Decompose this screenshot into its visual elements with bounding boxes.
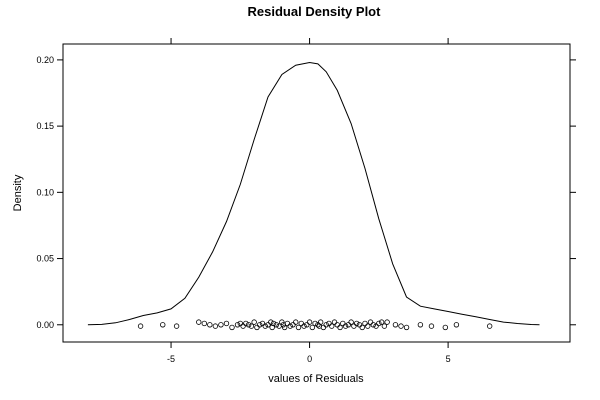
residual-point: [265, 322, 271, 328]
x-tick-label: 5: [446, 354, 451, 364]
residual-point: [212, 323, 219, 329]
residual-point: [257, 322, 263, 328]
residual-point: [309, 324, 316, 331]
residual-point: [329, 323, 335, 329]
residual-point: [381, 323, 388, 329]
y-axis-label: Density: [12, 174, 24, 211]
residual-point: [417, 322, 424, 328]
residual-point: [367, 319, 374, 325]
residual-point: [392, 322, 399, 328]
residual-point: [340, 320, 346, 327]
residual-point: [281, 324, 288, 331]
residual-point: [279, 319, 285, 325]
residual-point: [334, 322, 340, 328]
residual-point: [262, 323, 268, 329]
residual-point: [293, 319, 299, 325]
residual-point: [428, 323, 435, 329]
residual-point: [270, 320, 277, 327]
residual-point: [284, 320, 291, 327]
residual-point: [295, 324, 302, 331]
residual-point: [240, 323, 246, 329]
residual-point: [196, 319, 202, 325]
residual-point: [268, 319, 274, 325]
residual-point: [223, 320, 230, 327]
y-tick-label: 0.10: [36, 187, 54, 197]
residual-point: [218, 322, 224, 328]
residual-point: [287, 323, 293, 329]
rug-points-layer: [137, 319, 493, 331]
residual-point: [160, 322, 166, 328]
residual-point: [304, 322, 310, 328]
residual-point: [173, 323, 180, 329]
residual-point: [442, 324, 449, 331]
residual-point: [251, 319, 257, 325]
residual-point: [254, 324, 260, 331]
residual-point: [312, 320, 318, 327]
y-tick-label: 0.05: [36, 254, 54, 264]
residual-point: [398, 323, 404, 329]
y-tick-label: 0.00: [36, 320, 54, 330]
density-curve-line: [87, 61, 540, 326]
residual-point: [359, 324, 365, 331]
chart-title: Residual Density Plot: [248, 4, 382, 19]
x-tick-label: -5: [167, 354, 175, 364]
residual-point: [362, 320, 368, 327]
residual-point: [301, 323, 307, 329]
y-tick-label: 0.20: [36, 55, 54, 65]
x-axis: -5 0 5: [167, 38, 451, 364]
residual-point: [370, 322, 376, 328]
residual-point: [345, 322, 352, 328]
residual-point: [234, 322, 241, 328]
residual-point: [201, 320, 207, 327]
residual-point: [342, 323, 349, 329]
plot-frame: [62, 43, 571, 343]
residual-point: [326, 320, 332, 327]
residual-point: [353, 320, 360, 327]
residual-point: [378, 319, 385, 325]
residual-point: [365, 323, 371, 329]
residual-point: [384, 319, 390, 325]
residual-point: [229, 324, 235, 331]
residual-point: [317, 319, 324, 325]
residual-point: [453, 322, 460, 328]
residual-point: [306, 319, 313, 325]
x-tick-label: 0: [307, 354, 312, 364]
density-curve-layer: [87, 61, 540, 326]
residual-point: [376, 320, 382, 327]
residual-point: [320, 324, 327, 331]
residual-point: [237, 320, 244, 327]
residual-point: [348, 319, 354, 325]
residual-point: [290, 322, 296, 328]
residual-point: [351, 323, 357, 329]
residual-point: [259, 320, 266, 327]
residual-point: [373, 323, 379, 329]
residual-point: [248, 323, 255, 329]
residual-point: [243, 320, 249, 327]
residual-point: [403, 324, 410, 331]
residual-point: [245, 322, 252, 328]
x-axis-label: values of Residuals: [268, 373, 364, 385]
residual-point: [298, 320, 304, 327]
y-tick-label: 0.15: [36, 121, 54, 131]
residual-point: [323, 322, 329, 328]
residual-point: [486, 323, 493, 329]
residual-point: [337, 324, 343, 331]
residual-point: [137, 323, 144, 329]
residual-point: [331, 319, 338, 325]
residual-point: [207, 322, 213, 328]
y-axis: 0.00 0.05 0.10 0.15 0.20: [36, 55, 576, 330]
residual-point: [356, 322, 363, 328]
residual-point: [273, 322, 280, 328]
